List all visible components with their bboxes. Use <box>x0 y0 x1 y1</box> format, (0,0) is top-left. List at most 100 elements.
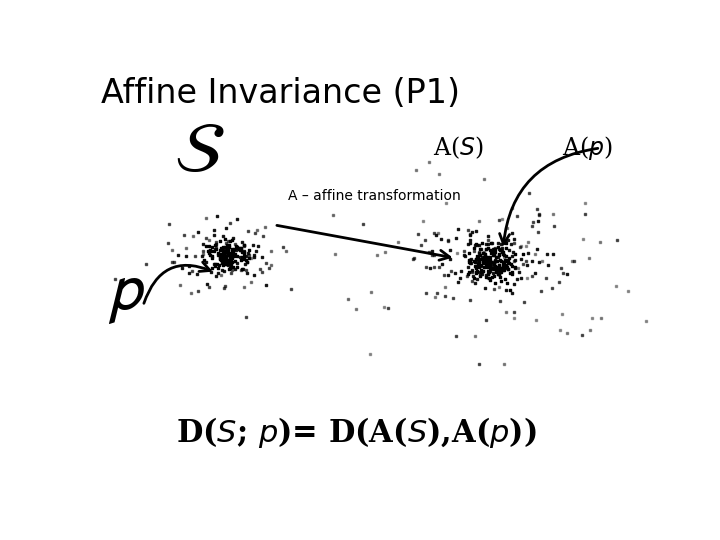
Point <box>472 252 483 261</box>
Point <box>464 295 476 304</box>
Point <box>163 220 174 228</box>
Point <box>467 268 478 276</box>
Point <box>480 250 491 259</box>
Point <box>219 252 230 261</box>
Point <box>500 286 512 295</box>
Point <box>480 271 492 280</box>
Point <box>224 258 235 266</box>
Point <box>181 244 192 252</box>
Point <box>480 240 492 248</box>
Point <box>163 239 174 247</box>
Point <box>498 264 510 272</box>
Point <box>492 256 503 265</box>
Point <box>239 242 251 251</box>
Point <box>260 259 271 267</box>
Point <box>495 268 507 276</box>
Point <box>469 263 481 272</box>
Point <box>493 267 505 276</box>
Point <box>521 273 533 282</box>
Point <box>470 267 482 276</box>
Point <box>493 261 505 269</box>
Point <box>452 225 464 234</box>
Point <box>222 260 234 268</box>
Point <box>207 242 218 251</box>
Point <box>487 245 499 253</box>
Point <box>477 258 488 267</box>
Point <box>65 258 76 266</box>
Point <box>225 255 236 264</box>
Point <box>517 260 528 268</box>
Point <box>239 241 251 249</box>
Point <box>576 331 588 340</box>
Point <box>490 257 501 266</box>
Point <box>490 279 501 287</box>
Point <box>240 269 252 278</box>
Point <box>473 240 485 249</box>
Point <box>516 255 527 264</box>
Point <box>209 261 220 270</box>
Point <box>520 256 531 265</box>
Point <box>533 258 544 266</box>
Point <box>492 266 503 275</box>
Text: A($\mathit{p}$): A($\mathit{p}$) <box>562 134 612 162</box>
Point <box>474 217 485 226</box>
Point <box>475 261 487 270</box>
Point <box>222 241 233 250</box>
Point <box>210 272 222 280</box>
Point <box>222 251 233 259</box>
Point <box>426 251 438 259</box>
Point <box>166 246 177 254</box>
Point <box>502 265 513 273</box>
Point <box>480 315 492 324</box>
Point <box>428 262 439 271</box>
Point <box>243 245 255 254</box>
Point <box>424 264 436 272</box>
Point <box>234 244 246 252</box>
Point <box>212 264 223 272</box>
Point <box>473 258 485 266</box>
Point <box>497 250 508 259</box>
Point <box>438 292 450 301</box>
Point <box>227 258 238 267</box>
Point <box>510 255 521 264</box>
Point <box>507 248 518 256</box>
Point <box>482 269 493 278</box>
Point <box>219 242 230 251</box>
Point <box>217 249 229 258</box>
Point <box>477 248 488 257</box>
Point <box>490 244 501 253</box>
Point <box>227 249 238 258</box>
Point <box>218 251 230 259</box>
Point <box>493 265 505 273</box>
Point <box>217 252 228 260</box>
Point <box>526 272 538 280</box>
Point <box>472 267 484 276</box>
Point <box>480 284 491 293</box>
Point <box>482 232 494 240</box>
Point <box>442 235 454 244</box>
Point <box>478 253 490 261</box>
Point <box>489 262 500 271</box>
Point <box>485 266 496 275</box>
Point <box>492 265 504 273</box>
Point <box>487 272 498 281</box>
Point <box>224 254 235 262</box>
Point <box>490 263 502 272</box>
Point <box>466 266 477 275</box>
Point <box>541 250 552 259</box>
Point <box>464 230 475 239</box>
Point <box>432 228 444 237</box>
Point <box>506 270 518 279</box>
Point <box>526 221 537 230</box>
Point <box>517 250 528 259</box>
Point <box>260 280 271 289</box>
Point <box>451 332 462 340</box>
Point <box>210 244 222 253</box>
Point <box>505 259 517 268</box>
Point <box>543 260 554 269</box>
Point <box>229 265 240 274</box>
Point <box>464 256 476 265</box>
Point <box>535 286 546 295</box>
Point <box>492 264 504 273</box>
Point <box>478 247 490 256</box>
